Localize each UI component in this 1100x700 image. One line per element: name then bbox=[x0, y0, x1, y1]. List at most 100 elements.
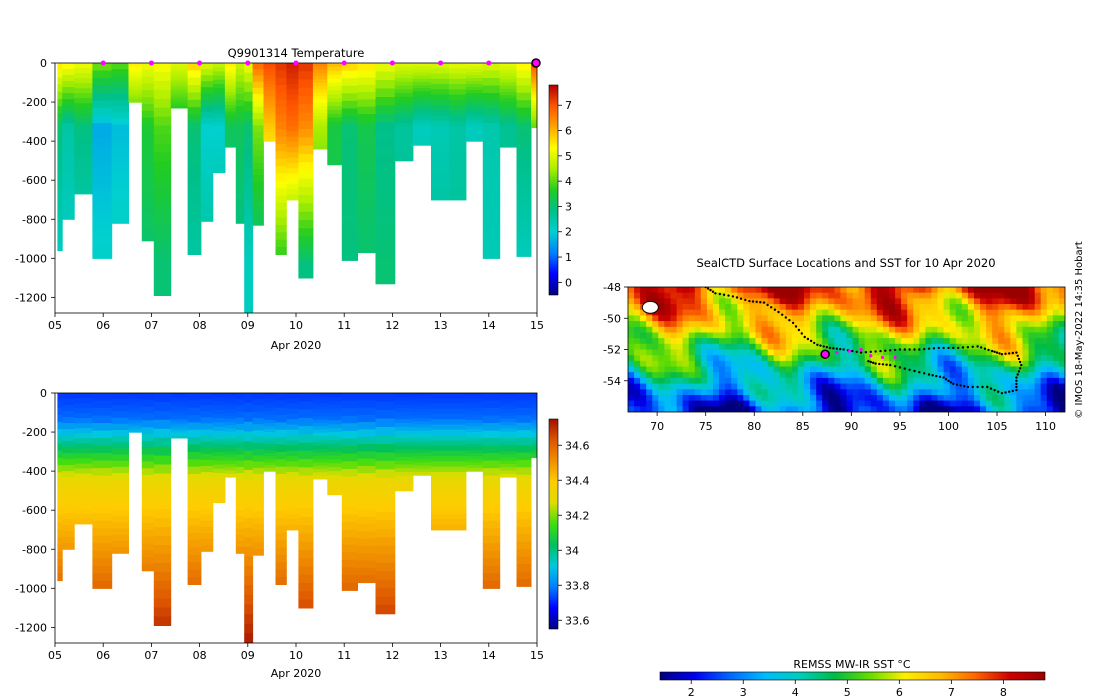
temperature-bin bbox=[252, 206, 264, 214]
salinity-bin bbox=[431, 393, 450, 399]
sst-cell bbox=[1028, 389, 1036, 396]
sst-cell bbox=[913, 298, 920, 305]
track-point bbox=[842, 348, 845, 351]
y-tick-label: -200 bbox=[22, 96, 47, 109]
sst-cell bbox=[664, 326, 672, 334]
sst-cell bbox=[767, 338, 775, 345]
salinity-bin bbox=[449, 403, 467, 410]
sst-cell bbox=[864, 366, 872, 373]
sst-cell bbox=[804, 349, 811, 356]
salinity-bin bbox=[235, 534, 245, 542]
salinity-bin bbox=[449, 513, 467, 520]
sst-cell bbox=[706, 377, 714, 385]
salinity-bin bbox=[187, 503, 202, 512]
sst-cell bbox=[961, 366, 969, 373]
sst-cell bbox=[628, 343, 635, 351]
salinity-bin bbox=[111, 430, 129, 437]
sst-cell bbox=[706, 372, 714, 379]
sst-cell bbox=[913, 326, 920, 334]
sst-cell bbox=[658, 315, 665, 322]
track-point bbox=[923, 372, 926, 375]
sst-cell bbox=[931, 377, 939, 385]
sst-cell bbox=[652, 400, 659, 407]
temperature-bin bbox=[465, 111, 484, 115]
sst-cell bbox=[882, 338, 890, 345]
track-point bbox=[995, 351, 999, 354]
salinity-bin bbox=[111, 405, 129, 413]
sst-cell bbox=[791, 377, 799, 385]
sst-cell bbox=[725, 366, 732, 373]
temperature-bin bbox=[449, 162, 467, 169]
temperature-bin bbox=[92, 183, 113, 192]
salinity-bin bbox=[252, 492, 264, 500]
sst-cell bbox=[1052, 304, 1060, 311]
sst-cell bbox=[907, 338, 914, 345]
temperature-bin bbox=[449, 115, 467, 122]
temperature-bin bbox=[412, 116, 432, 121]
salinity-bin bbox=[375, 596, 396, 606]
sst-cell bbox=[761, 338, 769, 345]
sst-cell bbox=[913, 377, 920, 385]
salinity-bin bbox=[200, 478, 214, 485]
sst-cell bbox=[858, 377, 866, 385]
salinity-bin bbox=[394, 404, 414, 409]
salinity-bin bbox=[263, 468, 277, 472]
sst-cell bbox=[1034, 406, 1042, 412]
sst-cell bbox=[773, 343, 781, 351]
salinity-bin bbox=[244, 566, 254, 577]
sst-cell bbox=[846, 343, 854, 351]
sst-cell bbox=[955, 377, 963, 385]
temperature-bin bbox=[394, 123, 414, 128]
salinity-bin bbox=[431, 450, 450, 457]
temperature-bin bbox=[327, 102, 343, 107]
sst-cell bbox=[1004, 360, 1011, 368]
salinity-bin bbox=[449, 398, 467, 405]
temperature-bin bbox=[141, 165, 155, 173]
salinity-bin bbox=[128, 411, 143, 414]
sst-cell bbox=[761, 304, 769, 311]
sst-cell bbox=[737, 406, 744, 412]
salinity-bin bbox=[224, 402, 237, 407]
sst-cell bbox=[882, 292, 890, 299]
salinity-bin bbox=[244, 469, 254, 481]
sst-cell bbox=[852, 338, 860, 345]
temperature-bin bbox=[327, 98, 343, 103]
sst-cell bbox=[767, 400, 775, 407]
sst-cell bbox=[804, 389, 811, 396]
temperature-bin bbox=[449, 99, 467, 106]
temperature-bin bbox=[244, 284, 254, 295]
salinity-bin bbox=[263, 459, 277, 463]
temperature-bin bbox=[312, 139, 328, 143]
salinity-bin bbox=[62, 435, 75, 442]
salinity-bin bbox=[224, 457, 237, 462]
salinity-bin bbox=[327, 439, 343, 445]
sst-cell bbox=[955, 400, 963, 407]
sst-cell bbox=[688, 287, 696, 294]
sst-cell bbox=[870, 355, 878, 362]
track-point bbox=[889, 363, 892, 367]
temperature-bin bbox=[357, 165, 377, 173]
track-point bbox=[942, 376, 945, 379]
sst-cell bbox=[731, 372, 738, 379]
salinity-bin bbox=[244, 614, 254, 625]
sst-cell bbox=[1058, 292, 1065, 299]
sst-cell bbox=[992, 360, 999, 368]
sst-cell bbox=[640, 332, 647, 339]
temperature-bin bbox=[224, 143, 237, 148]
temperature-bin bbox=[327, 70, 343, 76]
sst-cell bbox=[761, 389, 769, 396]
track-point bbox=[893, 348, 897, 352]
temperature-bin bbox=[141, 151, 155, 160]
salinity-bin bbox=[275, 437, 287, 446]
sst-cell bbox=[895, 395, 902, 402]
sst-cell bbox=[828, 389, 835, 396]
sst-colorbar-tick-label: 4 bbox=[792, 686, 799, 699]
sst-cell bbox=[858, 287, 866, 294]
sst-cell bbox=[634, 372, 641, 379]
sst-cell bbox=[925, 366, 933, 373]
track-point bbox=[971, 345, 974, 348]
salinity-bin bbox=[224, 438, 237, 442]
salinity-bin bbox=[312, 396, 328, 401]
salinity-bin bbox=[74, 488, 93, 495]
sst-cell bbox=[925, 315, 933, 322]
